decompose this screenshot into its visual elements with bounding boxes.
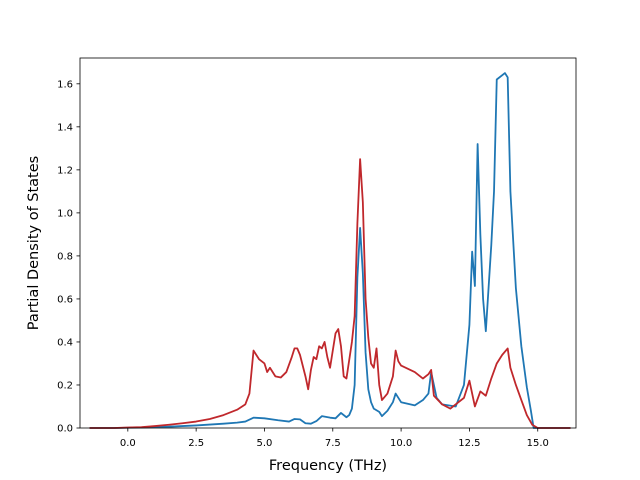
x-axis: 0.0 2.5 5.0 7.5 10.0 12.5 15.0 — [120, 428, 549, 449]
y-tick-label: 1.4 — [57, 122, 73, 133]
y-tick-label: 0.2 — [57, 380, 73, 391]
y-axis: 0.0 0.2 0.4 0.6 0.8 1.0 1.2 1.4 1.6 — [57, 79, 80, 435]
y-tick-label: 1.2 — [57, 165, 73, 176]
y-axis-label: Partial Density of States — [26, 156, 42, 330]
x-tick-label: 15.0 — [527, 438, 549, 449]
x-axis-label: Frequency (THz) — [269, 458, 387, 474]
x-tick-label: 0.0 — [120, 438, 136, 449]
series-line-2 — [89, 158, 571, 429]
y-tick-label: 1.6 — [57, 79, 73, 90]
x-tick-label: 10.0 — [390, 438, 412, 449]
x-tick-label: 12.5 — [458, 438, 480, 449]
y-tick-label: 0.0 — [57, 424, 73, 435]
plot-frame — [79, 57, 577, 429]
y-tick-label: 0.8 — [57, 251, 73, 262]
series-line-1 — [89, 72, 571, 429]
x-tick-label: 2.5 — [188, 438, 204, 449]
x-tick-label: 7.5 — [325, 438, 341, 449]
y-tick-label: 0.4 — [57, 337, 73, 348]
y-tick-label: 1.0 — [57, 208, 73, 219]
series-layer — [89, 72, 571, 429]
x-tick-label: 5.0 — [257, 438, 273, 449]
y-tick-label: 0.6 — [57, 294, 73, 305]
